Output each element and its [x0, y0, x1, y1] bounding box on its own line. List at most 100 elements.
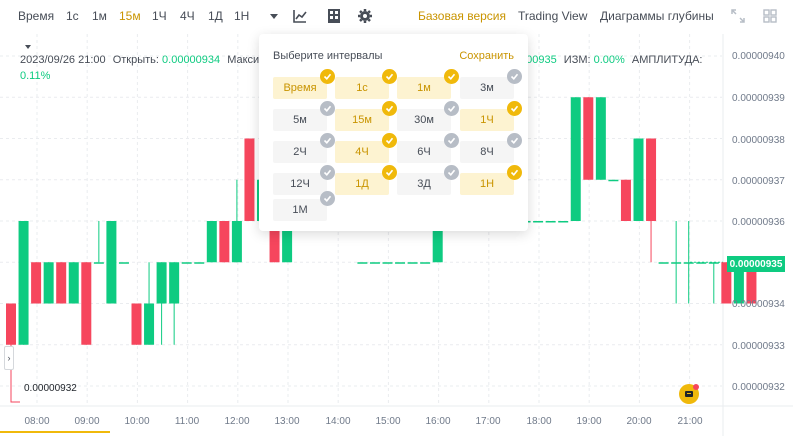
candle[interactable]: [658, 262, 669, 264]
candle[interactable]: [395, 262, 406, 264]
ohlc-info-right: 000935 ИЗМ: 0.00% АМПЛИТУДА:: [520, 54, 702, 66]
interval-time[interactable]: Время: [18, 9, 55, 23]
interval-option[interactable]: 1м: [397, 69, 459, 99]
candle-body: [31, 262, 42, 304]
candle[interactable]: [420, 262, 431, 264]
candle[interactable]: [118, 262, 129, 264]
candle[interactable]: [407, 262, 418, 264]
candle-body: [671, 262, 682, 264]
candle[interactable]: [31, 262, 42, 304]
interval-option[interactable]: 8Ч: [460, 133, 522, 163]
interval-option[interactable]: 30м: [397, 101, 459, 131]
collapse-info-icon[interactable]: [24, 40, 32, 49]
candle[interactable]: [81, 262, 92, 345]
view-basic[interactable]: Базовая версия: [418, 9, 506, 23]
candle[interactable]: [244, 138, 255, 222]
interval-option[interactable]: 1Н: [460, 165, 522, 195]
interval-option[interactable]: 12Ч: [273, 165, 335, 195]
interval-4h[interactable]: 4Ч: [180, 9, 195, 23]
candle-body: [169, 262, 180, 304]
candle[interactable]: [206, 221, 217, 263]
candle[interactable]: [646, 138, 657, 263]
interval-option[interactable]: 3м: [460, 69, 522, 99]
candle[interactable]: [620, 179, 631, 221]
interval-picker-popup: Выберите интервалы Сохранить Время 1с 1м 3м…: [259, 34, 528, 231]
candle[interactable]: [583, 97, 594, 180]
view-tradingview[interactable]: Trading View: [518, 9, 588, 23]
chat-button[interactable]: [679, 384, 699, 404]
interval-option[interactable]: 3Д: [397, 165, 459, 195]
interval-option[interactable]: 1с: [335, 69, 397, 99]
candle[interactable]: [131, 303, 142, 345]
candle[interactable]: [382, 262, 393, 264]
candle[interactable]: [357, 262, 368, 264]
fullscreen-icon[interactable]: [730, 8, 746, 24]
candle-body: [395, 262, 406, 264]
candle[interactable]: [558, 221, 569, 223]
interval-option-label: 3Д: [417, 178, 431, 190]
candle[interactable]: [156, 262, 167, 345]
candle[interactable]: [169, 262, 180, 345]
indicators-icon[interactable]: [292, 8, 308, 24]
interval-15m[interactable]: 15м: [119, 9, 141, 23]
candle[interactable]: [533, 221, 544, 223]
candle-body: [533, 221, 544, 223]
expand-panel-button[interactable]: ›: [4, 346, 14, 370]
interval-1w[interactable]: 1Н: [234, 9, 250, 23]
interval-1s[interactable]: 1с: [66, 9, 79, 23]
interval-option[interactable]: 5м: [273, 101, 335, 131]
candle[interactable]: [231, 179, 242, 263]
check-selected-icon: [382, 69, 397, 84]
candle[interactable]: [93, 221, 104, 264]
interval-option[interactable]: Время: [273, 69, 335, 99]
candle[interactable]: [43, 262, 54, 304]
candle[interactable]: [608, 179, 619, 182]
candle[interactable]: [56, 262, 67, 304]
candle[interactable]: [570, 97, 581, 221]
time-scrollbar[interactable]: [0, 431, 110, 433]
check-selected-icon: [382, 165, 397, 180]
candle[interactable]: [194, 262, 205, 264]
candle[interactable]: [671, 221, 682, 304]
candle[interactable]: [696, 262, 707, 264]
interval-option-label: 1Д: [355, 178, 369, 190]
view-depth[interactable]: Диаграммы глубины: [600, 9, 714, 23]
interval-option-label: 4Ч: [355, 146, 369, 158]
interval-option[interactable]: 15м: [335, 101, 397, 131]
candle[interactable]: [708, 262, 719, 304]
interval-option[interactable]: 1Ч: [460, 101, 522, 131]
candle[interactable]: [18, 221, 29, 345]
gear-icon[interactable]: [357, 8, 373, 24]
candle-body: [683, 262, 694, 264]
chevron-down-icon[interactable]: [266, 8, 282, 24]
candle[interactable]: [219, 221, 230, 263]
candle-body: [181, 262, 192, 264]
candle[interactable]: [6, 303, 16, 387]
check-unselected-icon: [444, 133, 459, 148]
interval-option[interactable]: 1Д: [335, 165, 397, 195]
interval-1d[interactable]: 1Д: [208, 9, 223, 23]
chat-icon: [685, 391, 693, 397]
candle[interactable]: [106, 221, 117, 304]
interval-option[interactable]: 6Ч: [397, 133, 459, 163]
time-label: 18:00: [526, 416, 552, 427]
save-button[interactable]: Сохранить: [459, 50, 514, 62]
candle[interactable]: [633, 138, 644, 222]
candle[interactable]: [595, 97, 606, 180]
interval-1h[interactable]: 1Ч: [152, 9, 167, 23]
candle[interactable]: [369, 262, 380, 264]
layout-icon[interactable]: [326, 8, 342, 24]
interval-1m[interactable]: 1м: [92, 9, 107, 23]
current-price-badge: 0.00000935: [727, 256, 785, 272]
candle[interactable]: [683, 221, 694, 304]
interval-option[interactable]: 2Ч: [273, 133, 335, 163]
candle[interactable]: [721, 262, 732, 304]
candle[interactable]: [68, 262, 79, 304]
interval-option[interactable]: 1М: [273, 191, 335, 221]
interval-option[interactable]: 4Ч: [335, 133, 397, 163]
grid-icon[interactable]: [762, 8, 778, 24]
candle[interactable]: [545, 221, 556, 223]
candle[interactable]: [144, 262, 155, 345]
check-unselected-icon: [320, 101, 335, 116]
candle[interactable]: [181, 262, 192, 264]
